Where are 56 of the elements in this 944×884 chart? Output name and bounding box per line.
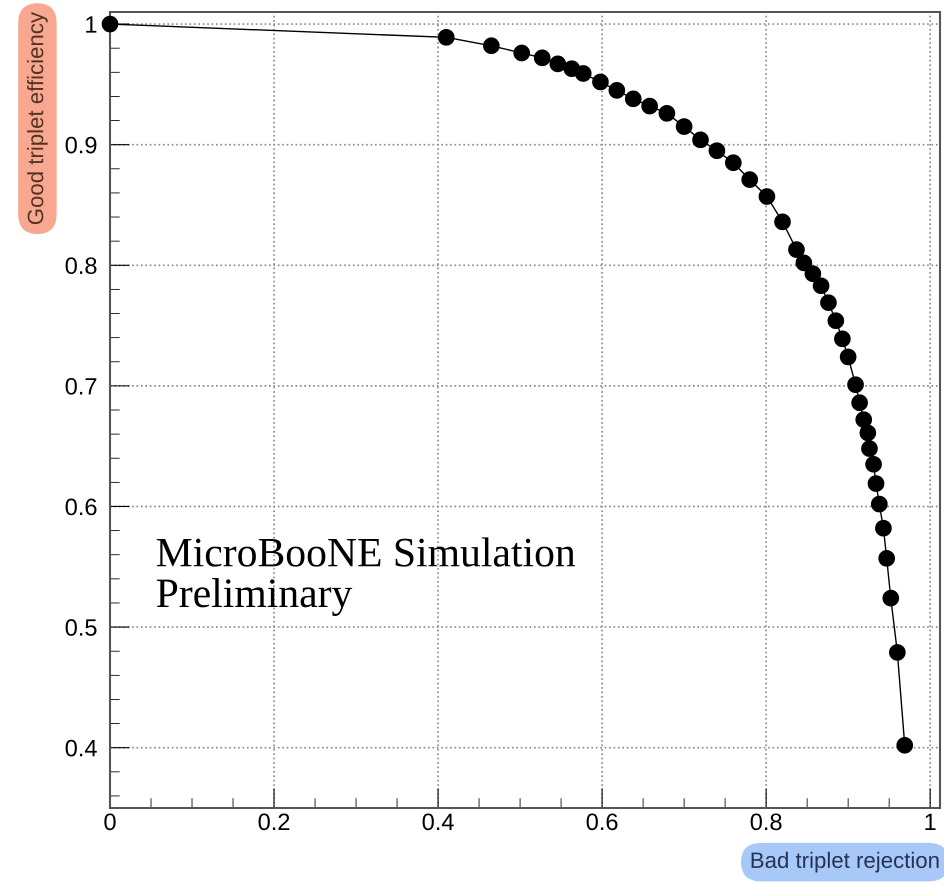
point (882, 590, 900, 606)
point (788, 241, 805, 258)
point (878, 550, 896, 567)
point (840, 348, 856, 366)
point (875, 520, 892, 537)
point (812, 277, 830, 294)
point (896, 736, 914, 754)
point (724, 154, 742, 172)
point (624, 90, 642, 108)
point (641, 98, 658, 114)
y-axis-title: Good triplet efficiency (27, 12, 48, 224)
y-tick-label: 0.7 (66, 378, 96, 395)
point (483, 37, 500, 54)
x-tick-label: 0.8 (750, 813, 782, 830)
point (592, 74, 609, 90)
point (834, 330, 851, 348)
point (889, 644, 906, 661)
point (828, 312, 844, 330)
point (102, 16, 118, 32)
y-tick-label: 0.4 (66, 740, 97, 756)
y-tick-label: 0.8 (66, 257, 96, 274)
point (847, 376, 864, 394)
point (774, 214, 791, 230)
point (870, 496, 888, 512)
x-tick-label: 0.4 (422, 813, 454, 830)
point (758, 188, 776, 205)
y-tick-label: 0.6 (66, 498, 96, 516)
point (513, 44, 530, 62)
point (865, 456, 882, 473)
point (658, 104, 676, 122)
point (708, 142, 726, 160)
point (608, 82, 626, 99)
point (438, 28, 455, 46)
point (741, 171, 758, 188)
point (868, 475, 884, 492)
point (820, 294, 837, 311)
x-axis-title: Bad triplet rejection (752, 852, 939, 872)
point (804, 265, 822, 282)
x-tick-label: 0.6 (586, 813, 618, 830)
point (861, 440, 878, 457)
y-tick-label: 0.5 (66, 619, 97, 636)
x-tick-label: 1 (925, 814, 936, 830)
point (549, 56, 566, 72)
point (859, 424, 876, 442)
point (851, 394, 868, 412)
point (796, 254, 812, 272)
point (574, 65, 592, 82)
point (692, 132, 709, 148)
y-tick-label: 1 (86, 16, 96, 33)
point (676, 118, 692, 135)
point (534, 49, 551, 66)
point (855, 411, 872, 428)
y-tick-label: 0.9 (66, 136, 96, 154)
annotation: MicroBooNE Simulation Preliminary (156, 537, 576, 616)
x-tick-label: 0.2 (258, 813, 290, 830)
x-tick-label: 0 (104, 813, 116, 830)
